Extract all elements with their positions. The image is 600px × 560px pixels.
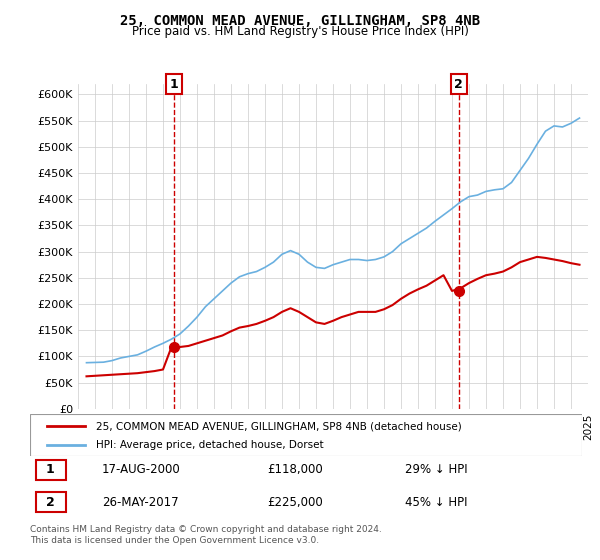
Text: 2: 2 bbox=[46, 496, 55, 508]
Text: 25, COMMON MEAD AVENUE, GILLINGHAM, SP8 4NB: 25, COMMON MEAD AVENUE, GILLINGHAM, SP8 … bbox=[120, 14, 480, 28]
Text: HPI: Average price, detached house, Dorset: HPI: Average price, detached house, Dors… bbox=[96, 440, 324, 450]
Text: 29% ↓ HPI: 29% ↓ HPI bbox=[406, 464, 468, 477]
Text: 1: 1 bbox=[46, 464, 55, 477]
Text: Contains HM Land Registry data © Crown copyright and database right 2024.
This d: Contains HM Land Registry data © Crown c… bbox=[30, 525, 382, 545]
Text: 25, COMMON MEAD AVENUE, GILLINGHAM, SP8 4NB (detached house): 25, COMMON MEAD AVENUE, GILLINGHAM, SP8 … bbox=[96, 421, 462, 431]
FancyBboxPatch shape bbox=[35, 460, 66, 480]
FancyBboxPatch shape bbox=[30, 414, 582, 456]
Text: £118,000: £118,000 bbox=[268, 464, 323, 477]
Text: 26-MAY-2017: 26-MAY-2017 bbox=[102, 496, 178, 508]
Text: 45% ↓ HPI: 45% ↓ HPI bbox=[406, 496, 468, 508]
Text: 17-AUG-2000: 17-AUG-2000 bbox=[102, 464, 181, 477]
Text: 1: 1 bbox=[169, 77, 178, 91]
Text: 2: 2 bbox=[454, 77, 463, 91]
Text: £225,000: £225,000 bbox=[268, 496, 323, 508]
Text: Price paid vs. HM Land Registry's House Price Index (HPI): Price paid vs. HM Land Registry's House … bbox=[131, 25, 469, 38]
FancyBboxPatch shape bbox=[35, 492, 66, 512]
